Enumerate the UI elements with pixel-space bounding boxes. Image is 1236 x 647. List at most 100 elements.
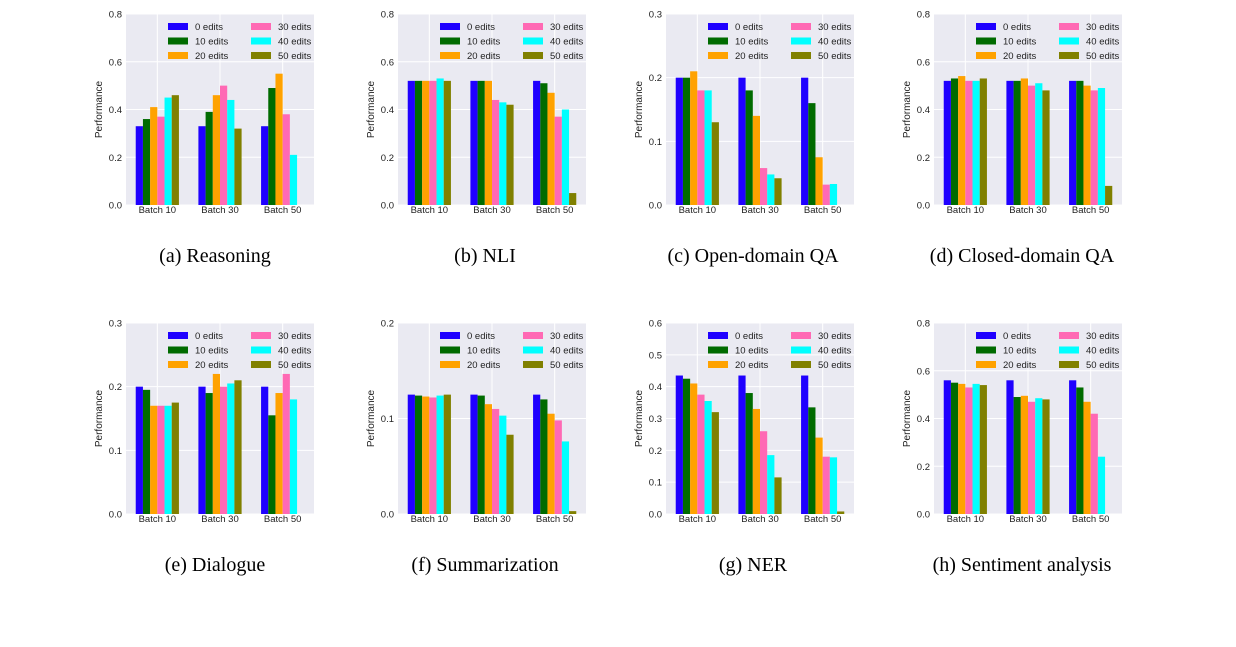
legend-swatch <box>251 346 271 354</box>
chart-panel-8: 0.0 0.2 0.4 0.6 0.8 Batch 10 Batch 30 Batch 50 P… <box>902 319 1122 576</box>
legend-label: 0 edits <box>1003 331 1031 342</box>
bar <box>477 80 485 205</box>
legend-label: 50 edits <box>1086 360 1120 371</box>
legend-swatch <box>523 23 543 30</box>
legend-label: 0 edits <box>735 331 763 342</box>
bar <box>1013 80 1021 205</box>
legend: 0 edits 10 edits 20 edits 30 edits 40 edits 5… <box>440 331 584 371</box>
bar <box>429 397 437 514</box>
bar <box>979 385 987 514</box>
legend-swatch <box>168 52 188 59</box>
bar <box>943 380 951 514</box>
legend-label: 50 edits <box>818 360 852 371</box>
y-tick-label: 0.2 <box>649 446 662 457</box>
bar <box>561 109 570 205</box>
bar <box>675 375 683 514</box>
y-axis-label: Performance <box>634 80 645 138</box>
legend-swatch <box>251 52 271 59</box>
legend-swatch <box>523 332 543 339</box>
bar <box>477 395 485 514</box>
bar <box>801 375 809 514</box>
bar <box>697 394 705 514</box>
bar <box>760 431 768 514</box>
bar <box>533 80 541 205</box>
bar <box>965 387 973 514</box>
legend-label: 40 edits <box>818 37 852 48</box>
bar <box>697 90 705 205</box>
bar <box>429 80 437 205</box>
legend-swatch <box>708 346 728 354</box>
bar <box>1035 398 1043 514</box>
bar <box>1020 78 1028 205</box>
legend-swatch <box>251 37 271 45</box>
bar <box>282 114 290 205</box>
y-tick-label: 0.1 <box>649 137 662 148</box>
bar <box>1020 395 1028 514</box>
bar <box>1013 397 1021 514</box>
legend-label: 50 edits <box>1086 51 1120 62</box>
bar <box>1042 90 1050 205</box>
bar <box>1083 401 1091 514</box>
bar <box>407 394 415 514</box>
y-tick-label: 0.2 <box>109 153 122 164</box>
legend-label: 30 edits <box>550 331 584 342</box>
legend-label: 0 edits <box>735 22 763 33</box>
y-tick-label: 0.8 <box>381 10 394 21</box>
y-tick-label: 0.1 <box>381 414 394 425</box>
legend-swatch <box>976 37 996 45</box>
bar <box>1083 85 1091 205</box>
legend-swatch <box>791 37 811 45</box>
y-tick-label: 0.0 <box>649 510 662 521</box>
bar <box>711 412 719 514</box>
bar <box>972 80 980 205</box>
y-tick-label: 0.5 <box>649 350 662 361</box>
legend-label: 0 edits <box>467 22 495 33</box>
bar <box>212 95 220 205</box>
bar <box>738 77 746 205</box>
bar <box>808 103 816 205</box>
bar <box>436 395 444 514</box>
y-tick-label: 0.6 <box>917 366 930 377</box>
legend-swatch <box>168 23 188 30</box>
legend-label: 40 edits <box>818 346 852 357</box>
x-tick-label: Batch 50 <box>264 514 302 525</box>
y-tick-label: 0.8 <box>917 319 930 330</box>
legend-label: 40 edits <box>550 346 584 357</box>
x-tick-label: Batch 50 <box>804 205 842 216</box>
y-tick-label: 0.6 <box>917 57 930 68</box>
legend-swatch <box>708 52 728 59</box>
chart-panel-1: 0.0 0.2 0.4 0.6 0.8 Batch 10 Batch 30 Batch 50 P… <box>94 10 314 267</box>
bar <box>767 455 775 514</box>
bar <box>554 420 562 514</box>
legend-label: 40 edits <box>550 37 584 48</box>
bar <box>205 393 213 514</box>
legend-swatch <box>440 37 460 45</box>
legend-label: 0 edits <box>195 22 223 33</box>
bar <box>1069 80 1077 205</box>
bar <box>950 78 959 205</box>
x-tick-label: Batch 10 <box>679 205 717 216</box>
legend-label: 10 edits <box>735 37 769 48</box>
bar <box>220 85 228 205</box>
legend-swatch <box>1059 37 1079 45</box>
x-tick-label: Batch 30 <box>1009 514 1047 525</box>
legend-swatch <box>251 23 271 30</box>
bar <box>1006 380 1014 514</box>
bar <box>540 83 548 205</box>
bar <box>1042 399 1050 514</box>
bar <box>142 119 151 205</box>
legend-swatch <box>791 23 811 30</box>
legend-swatch <box>168 361 188 368</box>
legend: 0 edits 10 edits 20 edits 30 edits 40 edits 5… <box>168 22 312 62</box>
y-tick-label: 0.2 <box>109 382 122 393</box>
bar <box>829 183 838 205</box>
bar <box>1090 90 1098 205</box>
y-tick-label: 0.3 <box>649 414 662 425</box>
x-tick-label: Batch 50 <box>536 205 574 216</box>
bar <box>774 178 782 205</box>
legend-label: 20 edits <box>735 51 769 62</box>
bar <box>682 77 691 205</box>
bar <box>470 80 478 205</box>
bar <box>268 88 276 205</box>
x-tick-label: Batch 30 <box>741 514 779 525</box>
